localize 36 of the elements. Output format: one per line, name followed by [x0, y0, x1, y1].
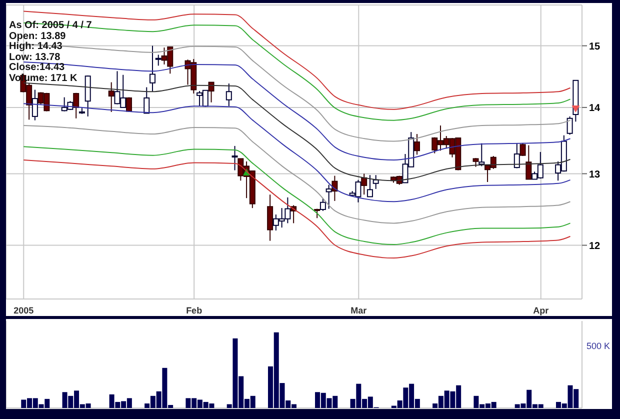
candlestick	[372, 174, 379, 190]
candlestick	[232, 145, 238, 171]
x-tick-label: Apr	[533, 305, 550, 316]
candlestick	[526, 144, 532, 180]
candlestick	[150, 45, 156, 92]
candlestick	[267, 194, 274, 242]
candlestick	[226, 83, 232, 107]
candlestick	[361, 173, 368, 196]
line-series	[23, 103, 571, 202]
candlestick	[32, 89, 38, 121]
annotation: Low: 13.78	[9, 52, 60, 63]
annotation: High: 14.43	[9, 41, 64, 53]
x-tick-label: 2005	[14, 305, 34, 316]
candlestick	[144, 86, 150, 114]
line-series	[23, 146, 571, 246]
candlestick	[73, 92, 80, 119]
candlestick	[320, 198, 326, 212]
y-tick-label: 13	[589, 169, 601, 180]
y-tick-label: 15	[589, 41, 601, 52]
x-tick-label: Mar	[350, 305, 368, 316]
candlestick	[414, 134, 420, 156]
text: 500 K	[586, 341, 610, 351]
candlestick	[366, 174, 373, 198]
candlestick	[326, 184, 332, 210]
candlestick	[514, 142, 520, 169]
candlestick	[155, 54, 162, 66]
y-tick-label: 14	[589, 103, 601, 114]
x-tick-label: Feb	[186, 305, 203, 316]
line-series	[23, 125, 571, 224]
line-series	[23, 160, 571, 259]
y-tick-label: 12	[589, 240, 601, 252]
annotation: Open: 13.89	[9, 30, 67, 42]
candlestick	[108, 82, 114, 112]
candlestick	[478, 142, 485, 167]
annotation: Close:14.43	[9, 62, 66, 74]
candlestick	[566, 116, 573, 136]
